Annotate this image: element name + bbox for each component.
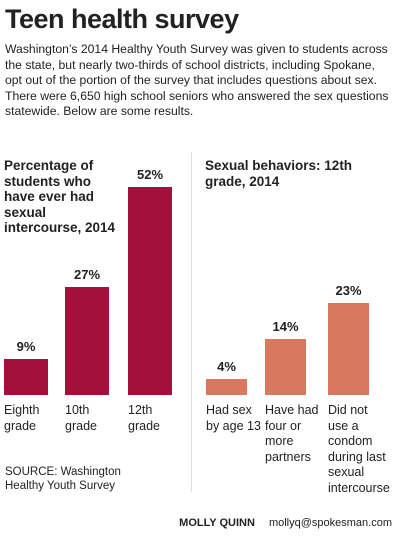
- category-label: 10th grade: [65, 403, 97, 433]
- bar: [206, 379, 247, 395]
- bar: [4, 359, 48, 395]
- bar: [128, 187, 172, 395]
- value-label: 4%: [217, 359, 236, 374]
- value-label: 27%: [73, 267, 101, 282]
- category-label: Eighth grade: [4, 403, 40, 433]
- chart-title: Sexual behaviors: 12th grade, 2014: [205, 158, 353, 189]
- email: mollyq@spokesman.com: [268, 517, 392, 529]
- value-label: 23%: [335, 283, 362, 298]
- bar: [265, 339, 306, 395]
- category-label: Have had four or more partners: [265, 403, 319, 464]
- value-label: 14%: [272, 319, 299, 334]
- category-label: 12th grade: [128, 403, 160, 433]
- intro-text: Washington’s 2014 Healthy Youth Survey w…: [5, 42, 389, 118]
- value-label: 9%: [16, 339, 36, 354]
- source: SOURCE: Washington Healthy Youth Survey: [5, 466, 121, 492]
- chart-title: Percentage of students who have ever had…: [4, 158, 116, 235]
- page-title: Teen health survey: [5, 4, 239, 34]
- value-label: 52%: [136, 167, 164, 182]
- chart: Sexual behaviors: 12th grade, 2014 4% Had …: [205, 150, 400, 495]
- category-label: Had sex by age 13: [206, 403, 261, 433]
- divider: [191, 152, 192, 492]
- chart: Percentage of students who have ever had…: [4, 150, 189, 490]
- category-label: Did not use a condom during last sexual …: [328, 403, 390, 495]
- credit: MOLLY QUINN mollyq@spokesman.com: [179, 517, 392, 529]
- bar: [65, 287, 109, 395]
- bar: [328, 303, 369, 395]
- author: MOLLY QUINN: [179, 517, 255, 529]
